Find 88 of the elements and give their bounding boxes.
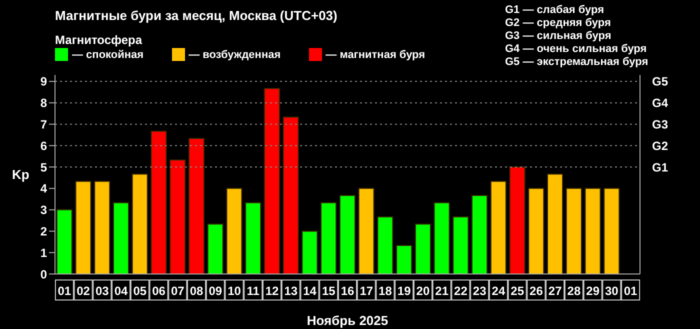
bar [320, 202, 337, 274]
y-tick-label: 7 [40, 117, 48, 132]
bar [339, 194, 356, 274]
x-tick-label: 02 [76, 284, 90, 298]
text: G2 — средняя буря [505, 17, 612, 30]
bar [188, 138, 204, 274]
x-tick-label: 14 [303, 284, 317, 298]
x-tick-label: 05 [133, 284, 147, 298]
bar [132, 174, 148, 274]
legend-label: — возбужденная [188, 48, 281, 60]
x-tick-label: 19 [397, 284, 412, 298]
bar [452, 216, 469, 274]
text: G4 — очень сильная буря [505, 43, 648, 56]
ref-line-label: G2 [652, 138, 668, 153]
bar [584, 188, 601, 274]
x-tick-label: 16 [340, 284, 354, 298]
bar [396, 245, 412, 274]
x-tick-label: 22 [454, 284, 468, 298]
bar [113, 202, 129, 274]
x-tick-label: 20 [416, 284, 430, 298]
x-tick-label: 29 [586, 284, 600, 298]
ref-line-label: G1 [652, 160, 668, 174]
y-tick-label: 2 [40, 224, 48, 238]
bar [547, 174, 564, 274]
bar [264, 88, 280, 274]
bar [56, 209, 72, 274]
bar [414, 224, 431, 274]
y-tick-label: 1 [40, 246, 48, 260]
bar [528, 188, 544, 274]
x-tick-label: 17 [360, 284, 374, 298]
x-axis-title: Ноябрь 2025 [306, 313, 388, 328]
bar [226, 188, 242, 274]
x-tick-label: 03 [96, 284, 110, 298]
bar [302, 230, 318, 274]
bar [490, 180, 506, 274]
text: G1 — слабая буря [505, 4, 606, 17]
bar [434, 202, 450, 274]
ref-line-label: G3 [652, 117, 668, 132]
x-tick-label: 07 [170, 284, 185, 298]
y-tick-label: 9 [40, 74, 48, 89]
legend-label: — спокойная [72, 48, 144, 60]
y-tick-label: 0 [40, 267, 48, 282]
x-tick-label: 26 [530, 284, 544, 298]
bar [377, 216, 394, 274]
x-tick-label: 08 [190, 284, 204, 298]
legend-label: — магнитная буря [326, 48, 426, 60]
bar [207, 224, 224, 274]
bar [245, 202, 262, 274]
bar [94, 180, 110, 274]
bar [150, 130, 167, 274]
x-tick-label: 15 [322, 284, 336, 298]
y-axis-title: Kp [12, 167, 30, 182]
ref-line-label: G4 [652, 96, 668, 110]
bar [75, 180, 92, 274]
x-tick-label: 18 [378, 284, 392, 298]
x-tick-label: 10 [228, 284, 242, 298]
legend-title: Магнитосфера [55, 33, 142, 47]
text: G5 — экстремальная буря [505, 56, 648, 69]
bar [604, 188, 620, 274]
ref-line-label: G5 [652, 74, 668, 89]
y-tick-label: 3 [40, 203, 48, 218]
x-tick-label: 30 [605, 284, 619, 298]
y-tick-label: 4 [40, 182, 48, 196]
bar [170, 159, 186, 274]
bar [472, 194, 488, 274]
x-tick-label: 21 [435, 284, 449, 298]
x-tick-label: 11 [246, 284, 260, 298]
x-tick-label: 13 [284, 284, 298, 298]
x-tick-label: 04 [114, 284, 128, 298]
text: G3 — сильная буря [505, 30, 612, 43]
x-tick-label: 12 [265, 284, 280, 298]
x-tick-label: 09 [208, 284, 222, 298]
bar [282, 116, 299, 274]
x-tick-label: 28 [567, 284, 581, 298]
y-tick-label: 5 [40, 160, 48, 174]
x-tick-label: 06 [152, 284, 166, 298]
bar [509, 166, 526, 274]
x-tick-label: 01 [58, 284, 72, 298]
y-tick-label: 6 [40, 138, 48, 153]
bar [566, 188, 582, 274]
x-tick-label: 27 [548, 284, 562, 298]
x-tick-label: 24 [492, 284, 506, 298]
chart-title: Магнитные бури за месяц, Москва (UTC+03) [55, 8, 338, 23]
y-tick-label: 8 [40, 96, 48, 110]
x-tick-label: 23 [472, 284, 487, 298]
x-tick-label: 25 [510, 284, 524, 298]
bar [358, 188, 374, 274]
x-tick-label: 01 [624, 284, 638, 298]
